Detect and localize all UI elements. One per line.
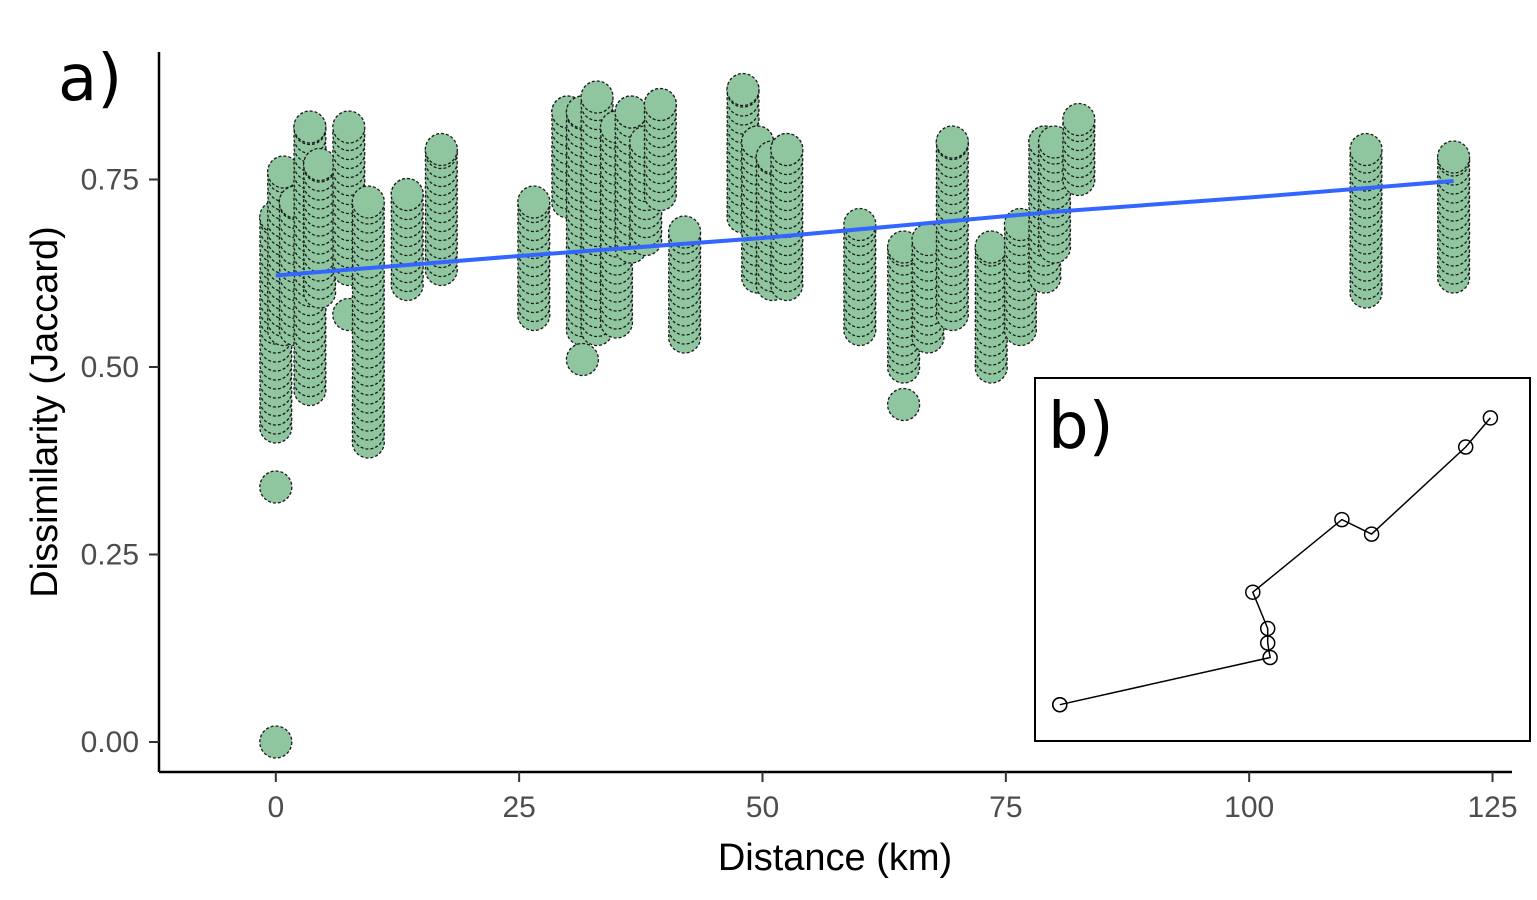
scatter-point xyxy=(332,110,366,144)
panel-a-label: a) xyxy=(58,42,122,116)
scatter-point xyxy=(390,177,424,212)
inset-panel: b) xyxy=(1034,377,1531,742)
inset-line xyxy=(1059,417,1491,706)
inset-point xyxy=(1052,696,1068,713)
scatter-point xyxy=(424,132,458,167)
scatter-point xyxy=(843,207,877,242)
x-axis-ticks: 0 25 50 75 100 125 xyxy=(267,772,1518,824)
inset-point xyxy=(1334,511,1350,528)
scatter-point xyxy=(259,470,293,504)
y-axis-title: Dissimilarity (Jaccard) xyxy=(24,226,66,598)
scatter-point xyxy=(351,185,385,219)
scatter-point xyxy=(770,132,804,167)
scatter-point xyxy=(935,125,969,159)
inset-point xyxy=(1259,620,1276,637)
x-tick-label: 100 xyxy=(1224,791,1274,824)
scatter-point xyxy=(259,725,293,759)
scatter-point xyxy=(614,95,648,129)
scatter-point xyxy=(886,387,921,422)
scatter-point xyxy=(1349,132,1383,167)
x-tick-label: 25 xyxy=(502,791,535,824)
x-tick-label: 75 xyxy=(989,791,1022,824)
y-tick-label: 0.50 xyxy=(81,351,139,384)
inset-point xyxy=(1457,439,1474,455)
scatter-point xyxy=(302,147,337,182)
scatter-point xyxy=(643,87,677,122)
scatter-point xyxy=(293,110,327,144)
y-tick-label: 0.25 xyxy=(81,539,139,572)
scatter-point xyxy=(974,230,1008,264)
y-axis-ticks: 0.00 0.25 0.50 0.75 xyxy=(81,164,159,759)
scatter-point xyxy=(565,342,600,377)
inset-point xyxy=(1245,584,1261,600)
y-tick-label: 0.00 xyxy=(81,726,139,759)
inset-point xyxy=(1262,649,1278,666)
trend-line xyxy=(275,179,1454,278)
inset-point xyxy=(1482,410,1499,426)
scatter-point xyxy=(667,215,702,249)
scatter-point xyxy=(580,80,614,114)
x-tick-label: 50 xyxy=(746,791,779,824)
x-tick-label: 0 xyxy=(267,791,284,824)
x-tick-label: 125 xyxy=(1468,791,1518,824)
inset-frame xyxy=(1034,377,1531,742)
inset-points xyxy=(1052,410,1499,713)
scatter-point xyxy=(517,185,551,219)
scatter-point xyxy=(1436,140,1471,174)
inset-point xyxy=(1363,526,1380,542)
x-axis-title: Distance (km) xyxy=(718,837,952,879)
panel-b-label: b) xyxy=(1048,390,1114,464)
scatter-point xyxy=(1062,102,1096,137)
y-tick-label: 0.75 xyxy=(81,164,139,197)
scatter-point xyxy=(726,72,760,107)
